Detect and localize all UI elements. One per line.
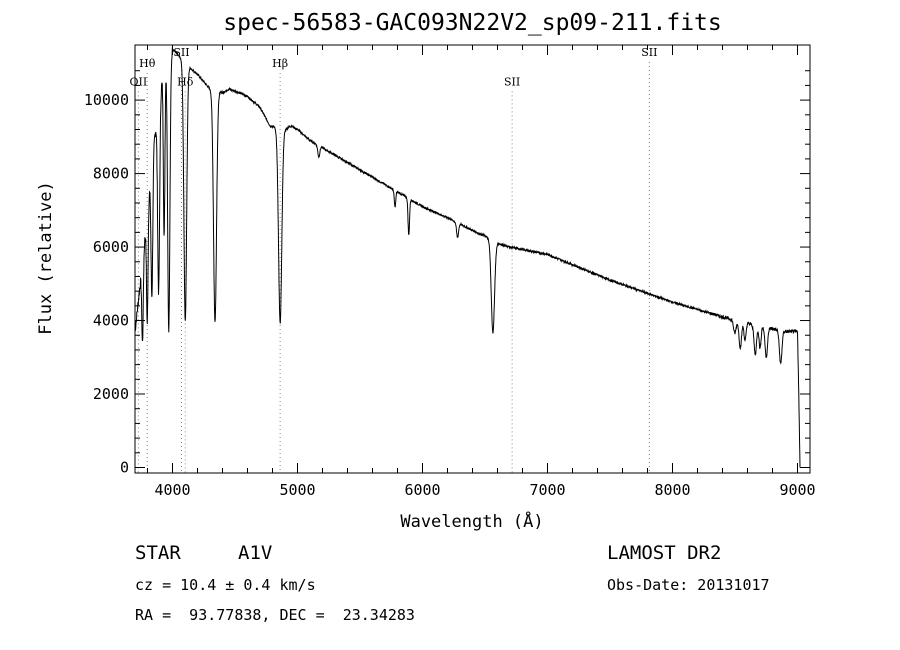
- x-tick-label: 7000: [529, 481, 565, 499]
- spectrum-series: [134, 47, 801, 468]
- coordinates: RA = 93.77838, DEC = 23.34283: [135, 606, 415, 624]
- y-tick-label: 2000: [93, 385, 129, 403]
- x-tick-label: 4000: [154, 481, 190, 499]
- y-tick-label: 8000: [93, 165, 129, 183]
- y-tick-label: 6000: [93, 238, 129, 256]
- x-tick-label: 6000: [404, 481, 440, 499]
- y-tick-label: 0: [120, 458, 129, 476]
- axis-ticks: 4000 5000 6000 7000 8000 9000 0 2000 4000 6000 800…: [84, 45, 816, 499]
- line-marker-label: Hδ: [177, 75, 194, 88]
- y-axis-label: Flux (relative): [36, 181, 56, 335]
- x-tick-label: 5000: [279, 481, 315, 499]
- survey-name: LAMOST DR2: [607, 542, 722, 564]
- x-tick-label: 8000: [654, 481, 690, 499]
- chart-title: spec-56583-GAC093N22V2_sp09-211.fits: [223, 10, 722, 36]
- flux-line: [134, 47, 801, 468]
- observation-date: Obs-Date: 20131017: [607, 576, 770, 594]
- line-marker-label: SII: [504, 75, 520, 88]
- line-marker-label: Hβ: [272, 57, 288, 70]
- plot-frame: [134, 44, 811, 474]
- y-tick-label: 4000: [93, 312, 129, 330]
- line-marker-label: SII: [173, 46, 189, 59]
- y-tick-label: 10000: [84, 91, 129, 109]
- x-tick-label: 9000: [779, 481, 815, 499]
- line-marker-label: SII: [641, 46, 657, 59]
- object-class: STAR: [135, 542, 181, 564]
- line-markers: OII Hθ Hδ SII Hβ SII SII: [130, 46, 657, 473]
- x-axis-label: Wavelength (Å): [400, 512, 544, 532]
- redshift-cz: cz = 10.4 ± 0.4 km/s: [135, 576, 316, 594]
- object-subclass: A1V: [238, 542, 273, 564]
- line-marker-label: OII: [130, 75, 148, 88]
- line-marker-label: Hθ: [139, 57, 156, 70]
